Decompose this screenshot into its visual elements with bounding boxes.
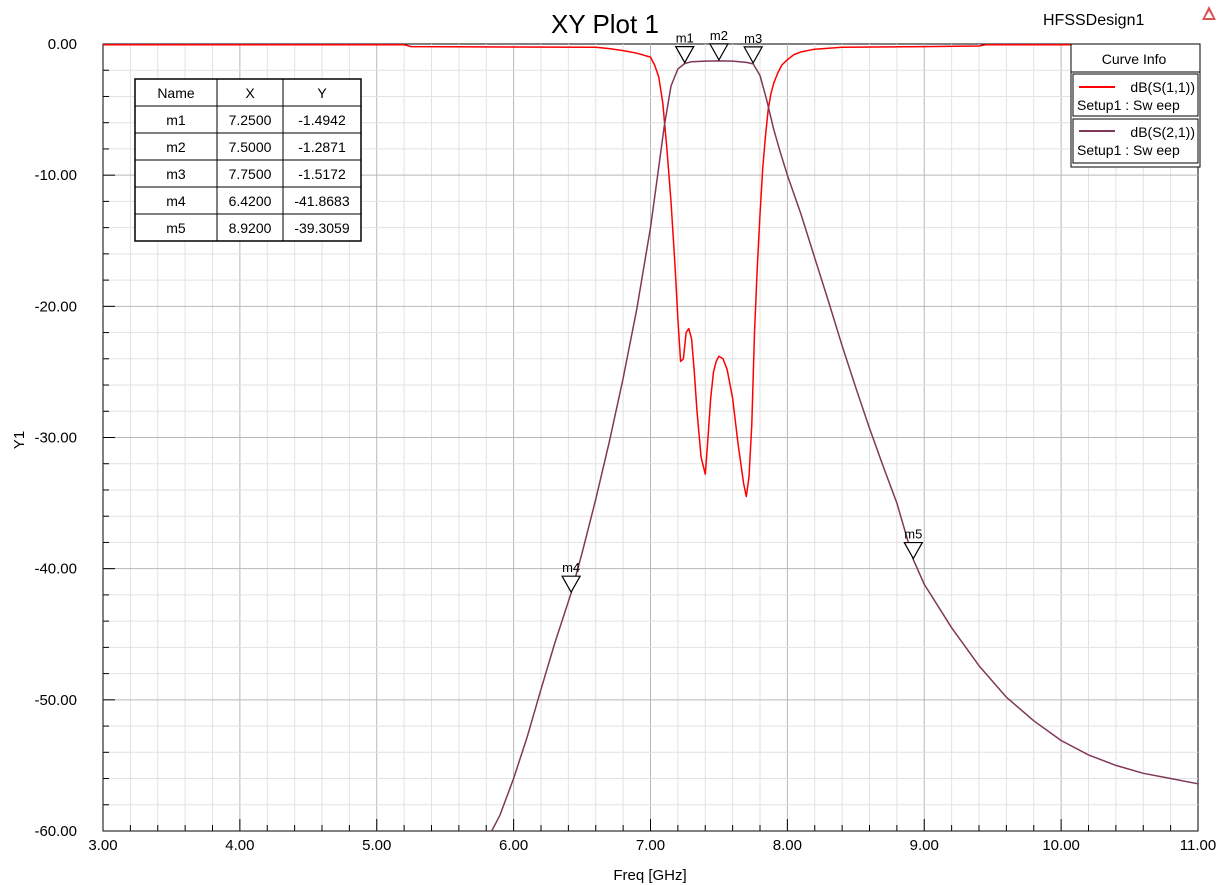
marker-table: Name X Ym1 7.2500 -1.4942 m2 7.5000 -1.2871 m3 7.… <box>134 78 362 242</box>
y-tick-label: -40.00 <box>34 561 77 578</box>
marker-layer: m1 m2 m3 m4 m5 <box>561 28 924 594</box>
design-name: HFSSDesign1 <box>1043 12 1144 29</box>
x-tick-label: 3.00 <box>88 837 117 854</box>
legend-series-name: dB(S(1,1)) <box>1130 79 1195 95</box>
marker-m4: m4 <box>561 560 582 594</box>
y-tick-label: -20.00 <box>34 298 77 315</box>
marker-triangle <box>743 46 764 65</box>
table-cell: 7.2500 <box>229 112 272 128</box>
table-cell: 6.4200 <box>229 193 272 209</box>
table-cell: m3 <box>166 166 186 182</box>
x-tick-label: 11.00 <box>1180 837 1216 854</box>
marker-triangle <box>903 541 924 560</box>
y-tick-label: -60.00 <box>34 823 77 840</box>
legend-series-setup: Setup1 : Sw eep <box>1077 142 1180 158</box>
x-tick-label: 4.00 <box>225 837 254 854</box>
x-tick-label: 6.00 <box>499 837 528 854</box>
series-line-s11 <box>103 43 1198 498</box>
y-tick-label: -50.00 <box>34 692 77 709</box>
marker-label: m3 <box>744 31 762 46</box>
y-axis-label: Y1 <box>11 431 28 449</box>
legend-series-name: dB(S(2,1)) <box>1130 124 1195 140</box>
marker-m3: m3 <box>743 31 764 65</box>
table-header-cell: Name <box>157 85 195 101</box>
marker-triangle <box>708 43 729 62</box>
x-tick-label: 10.00 <box>1042 837 1080 854</box>
hfss-logo-icon <box>1202 6 1216 20</box>
x-tick-label: 8.00 <box>773 837 802 854</box>
marker-triangle <box>561 575 582 594</box>
table-header-cell: X <box>245 85 255 101</box>
marker-triangle <box>674 45 695 64</box>
series-line-s21 <box>491 60 1199 832</box>
table-cell: m4 <box>166 193 186 209</box>
table-cell: 7.7500 <box>229 166 272 182</box>
table-cell: 8.9200 <box>229 220 272 236</box>
y-tick-label: -30.00 <box>34 430 77 447</box>
y-tick-label: -10.00 <box>34 167 77 184</box>
y-tick-label: 0.00 <box>48 36 77 53</box>
table-cell: m5 <box>166 220 186 236</box>
x-tick-label: 7.00 <box>636 837 665 854</box>
legend-series-setup: Setup1 : Sw eep <box>1077 97 1180 113</box>
x-tick-label: 9.00 <box>910 837 939 854</box>
axis-ticks: 3.00 4.00 5.00 6.00 7.00 8.00 9.00 10.00 11.00 0.… <box>34 36 1216 854</box>
marker-m1: m1 <box>674 31 695 64</box>
curve-info-legend: Curve Info dB(S(1,1)) Setup1 : Sw eep dB… <box>1070 43 1201 168</box>
table-cell: -1.5172 <box>298 166 346 182</box>
table-cell: -1.2871 <box>298 139 346 155</box>
table-header-cell: Y <box>317 85 327 101</box>
x-tick-label: 5.00 <box>362 837 391 854</box>
table-cell: -41.8683 <box>294 193 349 209</box>
marker-m5: m5 <box>903 527 924 560</box>
table-cell: 7.5000 <box>229 139 272 155</box>
table-cell: -1.4942 <box>298 112 346 128</box>
marker-label: m4 <box>562 560 580 575</box>
x-axis-label: Freq [GHz] <box>613 867 686 884</box>
table-cell: m1 <box>166 112 186 128</box>
series-layer <box>103 43 1199 832</box>
table-cell: -39.3059 <box>294 220 349 236</box>
marker-label: m5 <box>904 527 922 542</box>
marker-label: m1 <box>676 31 694 46</box>
table-cell: m2 <box>166 139 186 155</box>
plot-title: XY Plot 1 <box>551 9 659 39</box>
marker-m2: m2 <box>708 28 729 62</box>
curve-info-title: Curve Info <box>1102 51 1167 67</box>
marker-label: m2 <box>710 28 728 43</box>
